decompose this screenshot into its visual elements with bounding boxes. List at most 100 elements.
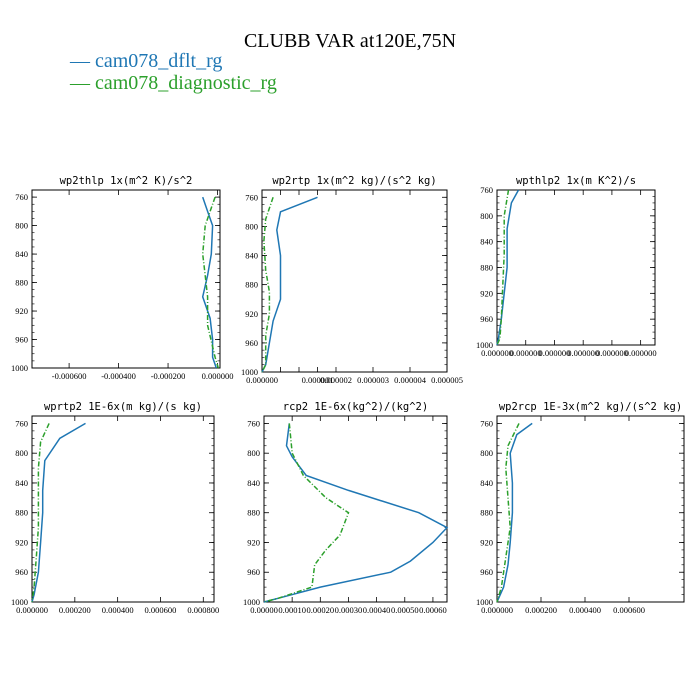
series-line-dflt <box>261 196 318 373</box>
subplot-title: wp2rcp 1E-3x(m^2 kg)/(s^2 kg) <box>499 401 682 413</box>
x-tick-label: 0.000000 <box>16 605 48 615</box>
x-tick-label: 0.000000 <box>246 375 278 385</box>
y-tick-label: 960 <box>15 335 28 345</box>
x-tick-label: 0.00010 <box>278 605 306 615</box>
y-tick-label: 1000 <box>476 340 493 350</box>
series-line-dflt <box>496 422 533 603</box>
series-line-diagnostic <box>261 197 274 373</box>
y-tick-label: 880 <box>15 508 28 518</box>
series-line-dflt <box>263 423 449 603</box>
y-tick-label: 840 <box>247 478 260 488</box>
y-tick-label: 880 <box>247 508 260 518</box>
plot-frame <box>31 189 221 369</box>
y-tick-label: 760 <box>245 192 258 202</box>
y-tick-label: 760 <box>15 418 28 428</box>
x-tick-label: 0.000600 <box>613 605 645 615</box>
y-tick-label: 760 <box>247 418 260 428</box>
series-line-dflt <box>201 196 218 369</box>
y-tick-label: 920 <box>247 537 260 547</box>
legend-entry-dflt: — cam078_dflt_rg <box>70 50 223 72</box>
x-tick-label: 0.000000 <box>510 348 542 358</box>
x-tick-label: 0.00000 <box>250 605 278 615</box>
plot-frame <box>496 415 685 603</box>
y-tick-label: 920 <box>480 288 493 298</box>
subplot-title: wp2rtp 1x(m^2 kg)/(s^2 kg) <box>272 175 436 187</box>
y-tick-label: 840 <box>15 249 28 259</box>
y-tick-label: 1000 <box>11 363 28 373</box>
x-tick-label: 0.000000 <box>539 348 571 358</box>
subplot-title: rcp2 1E-6x(kg^2)/(kg^2) <box>283 401 428 413</box>
x-tick-label: 0.000200 <box>59 605 91 615</box>
series-line-diagnostic <box>496 189 510 346</box>
y-tick-label: 920 <box>480 537 493 547</box>
legend-entry-diagnostic: — cam078_diagnostic_rg <box>70 72 277 94</box>
y-tick-label: 760 <box>480 185 493 195</box>
y-tick-label: 800 <box>15 448 28 458</box>
x-tick-label: 0.00030 <box>335 605 363 615</box>
y-tick-label: 800 <box>480 211 493 221</box>
y-tick-label: 800 <box>247 448 260 458</box>
y-tick-label: 920 <box>15 306 28 316</box>
series-line-diagnostic <box>263 423 350 603</box>
y-tick-label: 880 <box>480 263 493 273</box>
series-line-diagnostic <box>496 423 520 603</box>
x-tick-label: 0.00050 <box>391 605 419 615</box>
plot-frame <box>496 189 656 346</box>
y-tick-label: 960 <box>247 567 260 577</box>
subplot-5: wp2rcp 1E-3x(m^2 kg)/(s^2 kg) 760 800 840 88… <box>476 401 685 615</box>
subplot-title: wpthlp2 1x(m K^2)/s <box>516 175 636 187</box>
subplot-title: wp2thlp 1x(m^2 K)/s^2 <box>60 175 193 187</box>
y-tick-label: 800 <box>480 448 493 458</box>
x-tick-label: -0.000200 <box>151 371 186 381</box>
x-tick-label: 0.00040 <box>363 605 391 615</box>
y-tick-label: 960 <box>480 314 493 324</box>
subplot-title: wprtp2 1E-6x(m kg)/(s kg) <box>44 401 202 413</box>
x-tick-label: 0.000600 <box>145 605 177 615</box>
y-tick-label: 840 <box>480 237 493 247</box>
y-tick-label: 880 <box>15 278 28 288</box>
x-tick-label: 0.000800 <box>187 605 219 615</box>
y-tick-label: 760 <box>15 192 28 202</box>
series-line-dflt <box>31 422 86 603</box>
y-tick-label: 880 <box>245 280 258 290</box>
x-tick-label: 0.000004 <box>394 375 427 385</box>
x-tick-label: 0.000000 <box>567 348 599 358</box>
x-tick-label: 0.000000 <box>596 348 628 358</box>
x-tick-label: -0.000400 <box>101 371 136 381</box>
y-tick-label: 1000 <box>241 367 258 377</box>
x-tick-label: 0.000000 <box>481 348 513 358</box>
subplot-4: rcp2 1E-6x(kg^2)/(kg^2) 760 800 840 880 920 96… <box>243 401 449 615</box>
y-tick-label: 960 <box>245 338 258 348</box>
subplot-0: wp2thlp 1x(m^2 K)/s^2 760 800 840 880 920 960 1… <box>11 175 233 381</box>
x-tick-label: 0.000001 <box>302 375 334 385</box>
y-tick-label: 800 <box>15 221 28 231</box>
x-tick-label: 0.000400 <box>102 605 134 615</box>
x-tick-label: 0.000000 <box>625 348 657 358</box>
series-line-diagnostic <box>201 196 220 369</box>
series-line-diagnostic <box>31 423 50 603</box>
y-tick-label: 1000 <box>243 597 260 607</box>
x-tick-label: 0.000003 <box>357 375 389 385</box>
y-tick-label: 880 <box>480 508 493 518</box>
subplot-3: wprtp2 1E-6x(m kg)/(s kg) 760 800 840 880 920… <box>11 401 219 615</box>
x-tick-label: 0.00060 <box>419 605 447 615</box>
x-tick-label: 0.000002 <box>320 375 352 385</box>
y-tick-label: 1000 <box>11 597 28 607</box>
subplot-1: wp2rtp 1x(m^2 kg)/(s^2 kg) 760 800 840 880 92… <box>241 175 463 385</box>
x-tick-label: 0.00020 <box>306 605 334 615</box>
y-tick-label: 1000 <box>476 597 493 607</box>
x-tick-label: 0.000005 <box>431 375 463 385</box>
y-tick-label: 840 <box>15 478 28 488</box>
x-tick-label: 0.000400 <box>569 605 601 615</box>
y-tick-label: 960 <box>15 567 28 577</box>
y-tick-label: 960 <box>480 567 493 577</box>
y-tick-label: 840 <box>245 251 258 261</box>
y-tick-label: 920 <box>15 537 28 547</box>
y-tick-label: 760 <box>480 418 493 428</box>
series-line-dflt <box>496 189 520 346</box>
plot-frame <box>261 189 448 373</box>
x-tick-label: 0.000000 <box>481 605 513 615</box>
x-tick-label: 0.000200 <box>525 605 557 615</box>
x-tick-label: -0.000600 <box>52 371 87 381</box>
